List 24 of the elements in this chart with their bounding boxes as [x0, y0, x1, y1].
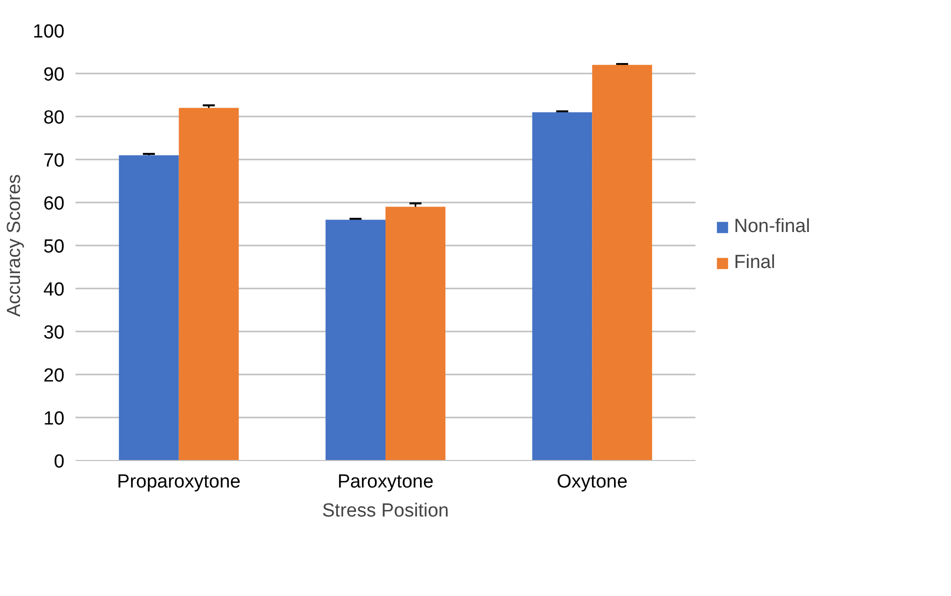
x-tick-label: Oxytone	[556, 472, 628, 492]
y-tick-label: 90	[43, 64, 65, 86]
y-tick-label: 80	[43, 108, 65, 128]
legend-label: Final	[734, 252, 776, 274]
x-axis-title: Stress Position	[322, 500, 449, 522]
bar	[532, 112, 592, 460]
y-tick-label: 0	[54, 452, 65, 472]
y-tick-label: 100	[32, 22, 64, 42]
y-tick-label: 60	[43, 194, 65, 214]
x-tick-label: Paroxytone	[337, 472, 434, 492]
bar	[386, 206, 446, 460]
bar	[326, 220, 386, 460]
y-tick-label: 20	[43, 366, 65, 386]
x-tick-label: Proparoxytone	[117, 472, 241, 492]
y-tick-label: 40	[43, 280, 65, 300]
y-tick-label: 70	[43, 150, 65, 172]
y-tick-label: 50	[43, 236, 65, 258]
bar	[118, 155, 179, 460]
y-axis-title: Accuracy Scores	[4, 174, 25, 317]
y-tick-label: 10	[43, 408, 65, 430]
bar	[592, 64, 652, 460]
bar	[178, 108, 239, 460]
legend-label: Non-final	[734, 216, 810, 238]
y-tick-label: 30	[43, 322, 65, 344]
